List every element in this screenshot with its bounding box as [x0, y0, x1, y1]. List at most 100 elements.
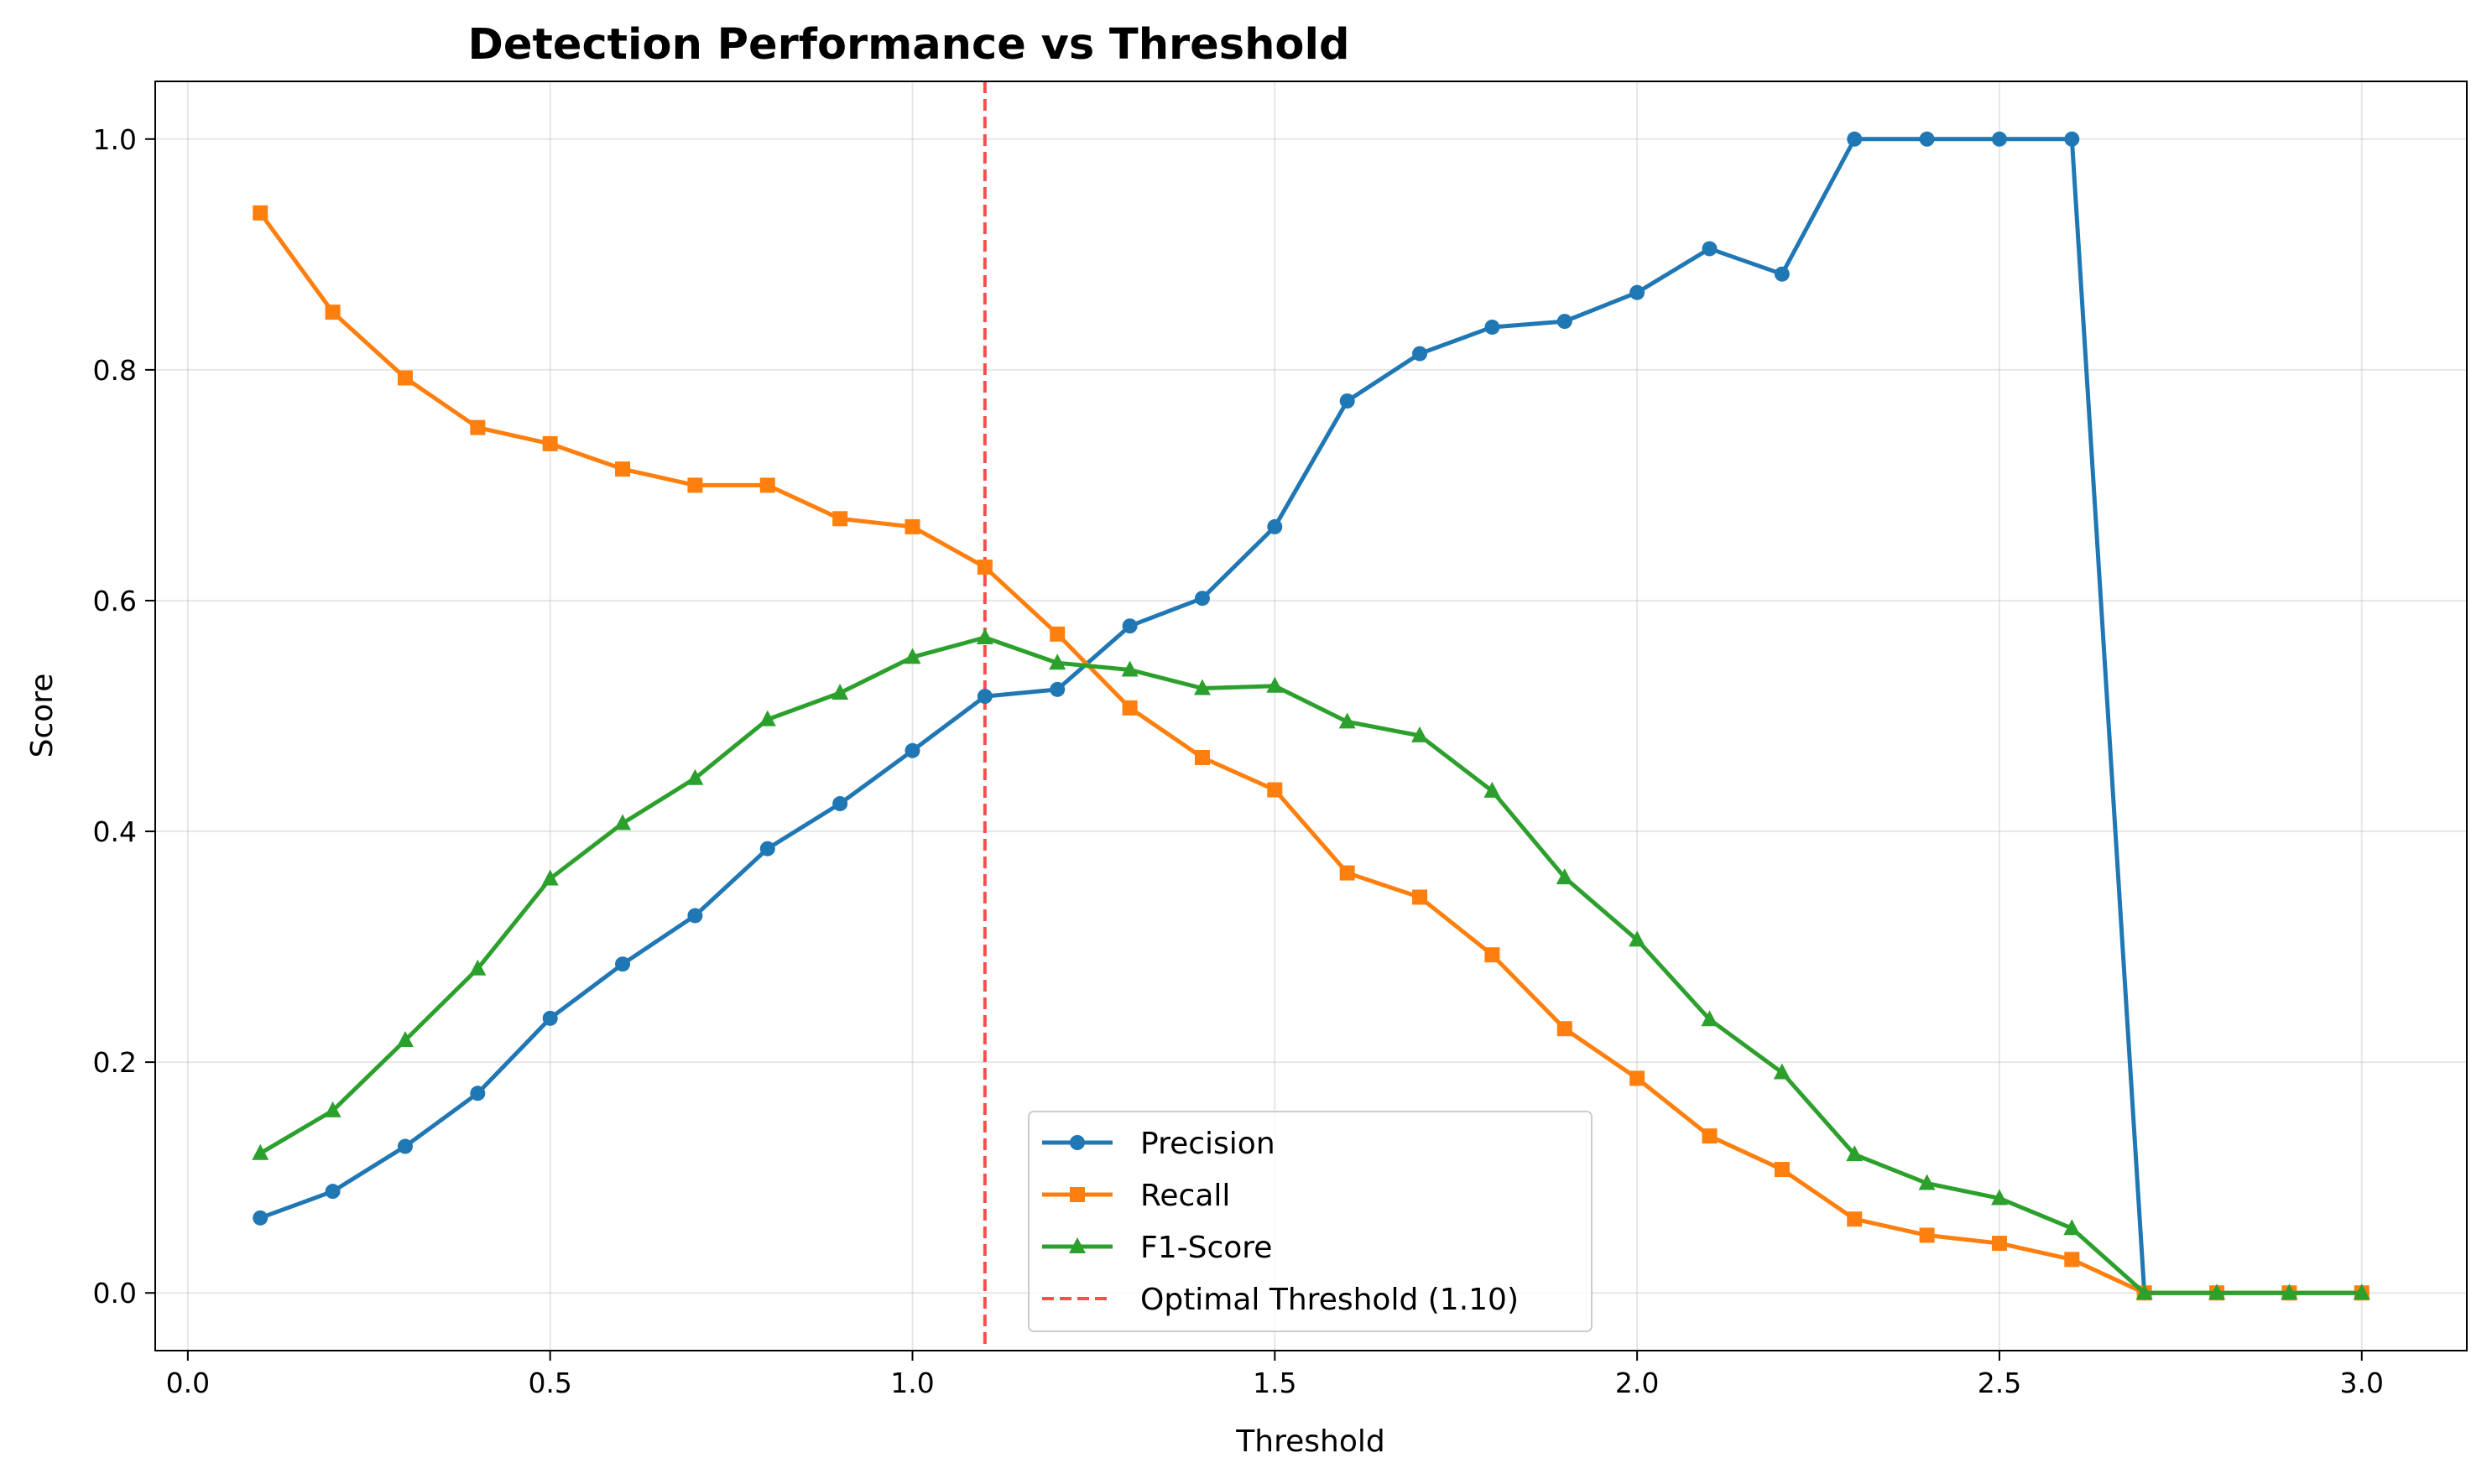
f1-score-point [1846, 1145, 1864, 1162]
precision-point [1919, 131, 1935, 147]
recall-point [542, 435, 558, 451]
recall-point [977, 560, 993, 575]
x-tick-label: 3.0 [2340, 1367, 2384, 1399]
f1-score-point [1918, 1174, 1936, 1190]
f1-score-point [1121, 660, 1139, 677]
legend-marker-f1-score [1069, 1237, 1086, 1253]
recall-point [1702, 1128, 1718, 1144]
f1-score-point [686, 768, 704, 785]
recall-point [1339, 865, 1355, 881]
precision-point [1267, 518, 1283, 534]
f1-score-point [1193, 679, 1211, 695]
recall-point [1991, 1236, 2007, 1252]
precision-point [1122, 618, 1138, 634]
f1-score-point [1411, 726, 1429, 742]
x-tick-label: 0.5 [528, 1367, 571, 1399]
precision-point [1412, 346, 1428, 362]
f1-score-point [324, 1101, 341, 1117]
recall-point [615, 461, 631, 477]
recall-point [397, 370, 413, 386]
f1-score-point [1990, 1189, 2008, 1205]
precision-point [1702, 241, 1718, 257]
precision-point [542, 1010, 558, 1026]
y-tick-label: 0.8 [93, 354, 137, 387]
recall-point [1847, 1211, 1863, 1227]
precision-point [1847, 131, 1863, 147]
recall-point [1122, 700, 1138, 716]
f1-score-point [2281, 1284, 2298, 1300]
precision-point [2064, 131, 2080, 147]
series-layer [252, 131, 2370, 1301]
x-tick-label: 2.5 [1978, 1367, 2021, 1399]
recall-point [1774, 1162, 1790, 1178]
precision-point [325, 1184, 341, 1200]
precision-point [1050, 681, 1066, 697]
f1-score-point [1556, 868, 1573, 885]
series-precision [253, 131, 2369, 1301]
f1-score-point [1629, 930, 1646, 947]
legend-label-f1-score: F1-Score [1140, 1231, 1272, 1265]
x-tick-label: 0.0 [166, 1367, 210, 1399]
f1-score-point [252, 1143, 269, 1160]
f1-score-point [541, 869, 559, 886]
x-tick-label: 2.0 [1615, 1367, 1659, 1399]
x-tick-label: 1.0 [890, 1367, 934, 1399]
x-axis-label: Threshold [1235, 1424, 1384, 1459]
y-axis-label: Score [25, 674, 60, 758]
y-tick-label: 0.6 [93, 585, 137, 617]
recall-point [687, 477, 703, 493]
legend-label-precision: Precision [1140, 1127, 1275, 1161]
y-tick-label: 0.2 [93, 1046, 137, 1079]
recall-point [1484, 947, 1500, 963]
precision-point [687, 908, 703, 924]
precision-point [397, 1138, 413, 1154]
f1-score-line [258, 635, 2362, 1295]
series-f1-score [252, 627, 2370, 1300]
series-recall [253, 205, 2369, 1301]
f1-score-point [904, 648, 921, 664]
recall-point [325, 305, 341, 320]
y-tick-label: 1.0 [93, 123, 137, 156]
f1-score-point [469, 959, 487, 976]
recall-point [1412, 889, 1428, 905]
f1-score-point [1773, 1063, 1791, 1080]
f1-score-point [2208, 1284, 2226, 1300]
precision-point [253, 1210, 268, 1226]
f1-score-point [2063, 1219, 2081, 1236]
f1-score-point [1049, 653, 1066, 670]
f1-score-point [614, 814, 632, 831]
y-tick-label: 0.4 [93, 815, 137, 848]
legend: Precision Recall F1-Score Optimal Threshold… [1028, 1111, 1593, 1332]
recall-point [1919, 1227, 1935, 1243]
recall-point [253, 205, 268, 221]
precision-point [1339, 393, 1355, 409]
precision-point [1484, 319, 1500, 335]
legend-box [1028, 1111, 1593, 1332]
precision-point [759, 841, 775, 857]
f1-score-point [976, 627, 993, 644]
recall-point [832, 511, 848, 527]
precision-point [977, 689, 993, 705]
axis-ticks: 0.0 0.5 1.0 1.5 2.0 2.5 3.0 0.0 0.2 0.4 0.6 0.8 1.0 [93, 123, 2384, 1399]
f1-score-point [396, 1031, 414, 1048]
recall-line [258, 211, 2362, 1295]
f1-score-point [1483, 781, 1501, 798]
recall-point [2064, 1252, 2080, 1268]
f1-score-point [759, 710, 776, 726]
precision-point [1774, 266, 1790, 282]
recall-point [1194, 750, 1210, 766]
recall-point [905, 518, 920, 534]
precision-point [832, 796, 848, 812]
legend-label-recall: Recall [1140, 1179, 1230, 1213]
recall-point [470, 419, 486, 435]
precision-point [1991, 131, 2007, 147]
chart-title: Detection Performance vs Threshold [468, 20, 1350, 70]
f1-score-point [1266, 676, 1284, 693]
legend-marker-recall [1070, 1187, 1085, 1202]
recall-point [759, 477, 775, 493]
plot-frame [154, 81, 2468, 1351]
precision-point [1629, 284, 1645, 300]
f1-score-point [1701, 1010, 1718, 1027]
recall-point [1629, 1070, 1645, 1086]
